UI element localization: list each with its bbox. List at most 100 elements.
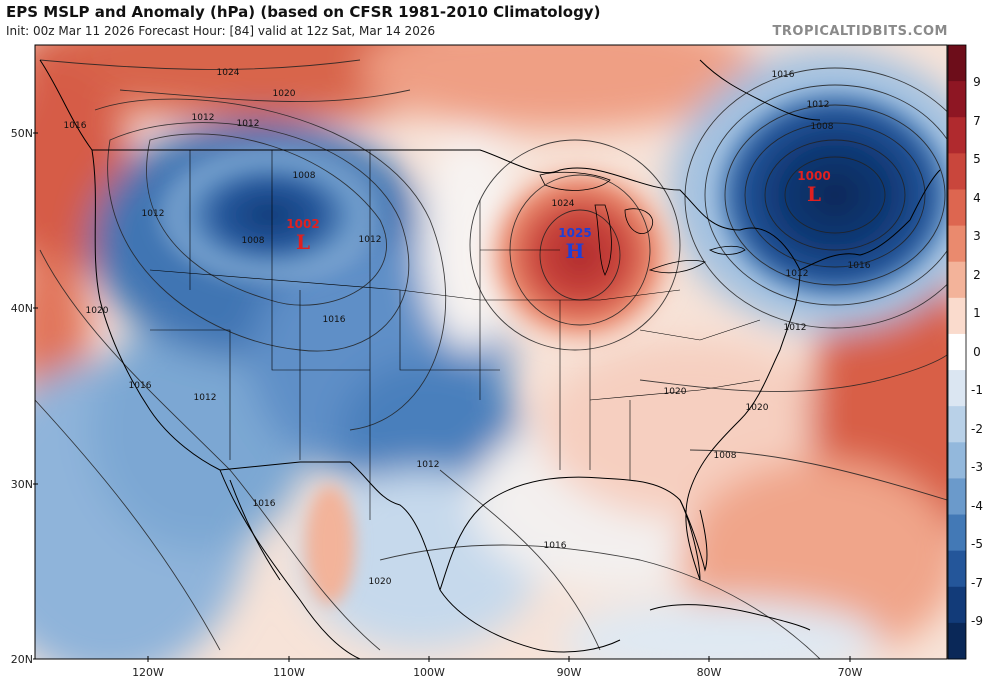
colorbar-tick-label: 5 [973, 152, 981, 166]
state-lines [149, 150, 761, 520]
pressure-center-value: 1002 [286, 217, 319, 231]
contour-label: 1016 [129, 381, 152, 391]
lon-label: 80W [697, 666, 722, 679]
east-gulf-coast [439, 269, 801, 591]
contour-label: 1012 [359, 235, 382, 245]
colorbar-swatch [948, 225, 966, 263]
bc-coast [39, 59, 93, 151]
colorbar-tick-label: -7 [971, 576, 983, 590]
colorbar-swatch [948, 550, 966, 588]
hudson-coast [699, 59, 821, 121]
colorbar-tick-label: -5 [971, 537, 983, 551]
colorbar-swatch [948, 81, 966, 118]
colorbar-swatch [948, 586, 966, 624]
colorbar-tick-label: -3 [971, 460, 983, 474]
colorbar-swatch [948, 117, 966, 154]
colorbar-swatch [948, 622, 966, 660]
colorbar-swatch [948, 261, 966, 299]
geography-outlines [39, 59, 941, 659]
colorbar-swatch [948, 189, 966, 227]
colorbar-tick-label: 4 [973, 191, 981, 205]
plot-frame [34, 44, 948, 660]
us-mexico-border [219, 461, 441, 591]
colorbar-swatch [948, 333, 966, 371]
map-title: EPS MSLP and Anomaly (hPa) (based on CFS… [6, 3, 601, 21]
longitude-labels: 120W 110W 100W 90W 80W 70W [132, 656, 863, 679]
contour-label: 1012 [192, 113, 215, 123]
colorbar-tick-label: 3 [973, 229, 981, 243]
contour-label: 1020 [86, 306, 109, 316]
canadian-maritimes [799, 169, 941, 271]
map-subtitle: Init: 00z Mar 11 2026 Forecast Hour: [84… [6, 24, 436, 38]
contour-label: 1020 [746, 403, 769, 413]
colorbar: 9 7 5 4 3 2 1 0 -1 -2 -3 -4 -5 -7 -9 [947, 44, 983, 660]
cuba [649, 604, 811, 631]
colorbar-tick-label: 7 [973, 114, 981, 128]
colorbar-swatch [948, 45, 966, 82]
colorbar-swatch [948, 370, 966, 407]
lat-label: 50N [11, 127, 33, 140]
lon-label: 100W [413, 666, 445, 679]
contour-label: 1020 [369, 577, 392, 587]
colorbar-tick-label: 1 [973, 306, 981, 320]
lat-label: 40N [11, 302, 33, 315]
colorbar-tick-label: 9 [973, 75, 981, 89]
west-coast [91, 149, 221, 471]
contour-label: 1020 [664, 387, 687, 397]
contour-label: 1008 [714, 451, 737, 461]
yucatan-coast [439, 589, 621, 653]
us-canada-border [92, 149, 801, 271]
contour-labels: 1024 1020 1016 1012 1012 1008 1012 1008 1016 1020… [64, 68, 871, 587]
colorbar-swatch [948, 514, 966, 552]
contour-label: 1012 [807, 100, 830, 110]
contour-label: 1016 [323, 315, 346, 325]
contour-label: 1012 [784, 323, 807, 333]
contour-label: 1016 [253, 499, 276, 509]
contour-label: 1008 [242, 236, 265, 246]
contour-label: 1012 [237, 119, 260, 129]
low-pressure-symbol: L [807, 182, 821, 206]
contour-label: 1008 [811, 122, 834, 132]
contour-label: 1016 [544, 541, 567, 551]
contour-label: 1024 [552, 199, 575, 209]
mexico-coast [219, 469, 361, 659]
colorbar-swatch [948, 297, 966, 335]
colorbar-swatch [948, 442, 966, 479]
brand-watermark: TROPICALTIDBITS.COM [772, 24, 948, 39]
pressure-center-value: 1025 [558, 226, 591, 240]
contour-label: 1016 [64, 121, 87, 131]
lat-label: 20N [11, 653, 33, 666]
colorbar-swatch [948, 153, 966, 190]
colorbar-tick-label: -4 [971, 499, 983, 513]
contour-label: 1012 [194, 393, 217, 403]
baja-california [229, 479, 281, 581]
lon-label: 70W [838, 666, 863, 679]
contour-label: 1008 [293, 171, 316, 181]
colorbar-tick-label: -1 [971, 383, 983, 397]
colorbar-tick-label: -2 [971, 422, 983, 436]
colorbar-swatch [948, 406, 966, 443]
contour-label: 1020 [273, 89, 296, 99]
contour-label: 1024 [217, 68, 240, 78]
colorbar-tick-label: -9 [971, 614, 983, 628]
low-pressure-symbol: L [296, 230, 310, 254]
pressure-center-value: 1000 [797, 169, 830, 183]
colorbar-frame [947, 44, 967, 660]
high-pressure-symbol: H [566, 239, 585, 263]
contour-label: 1012 [786, 269, 809, 279]
colorbar-swatch [948, 478, 966, 516]
contour-label: 1012 [142, 209, 165, 219]
contour-label: 1012 [417, 460, 440, 470]
great-lakes [539, 171, 746, 276]
latitude-labels: 50N 40N 30N 20N [11, 127, 38, 666]
colorbar-tick-label: 2 [973, 268, 981, 282]
contour-label: 1016 [848, 261, 871, 271]
colorbar-tick-label: 0 [973, 345, 981, 359]
lon-label: 120W [132, 666, 164, 679]
lon-label: 90W [557, 666, 582, 679]
lat-label: 30N [11, 478, 33, 491]
florida [679, 499, 708, 572]
